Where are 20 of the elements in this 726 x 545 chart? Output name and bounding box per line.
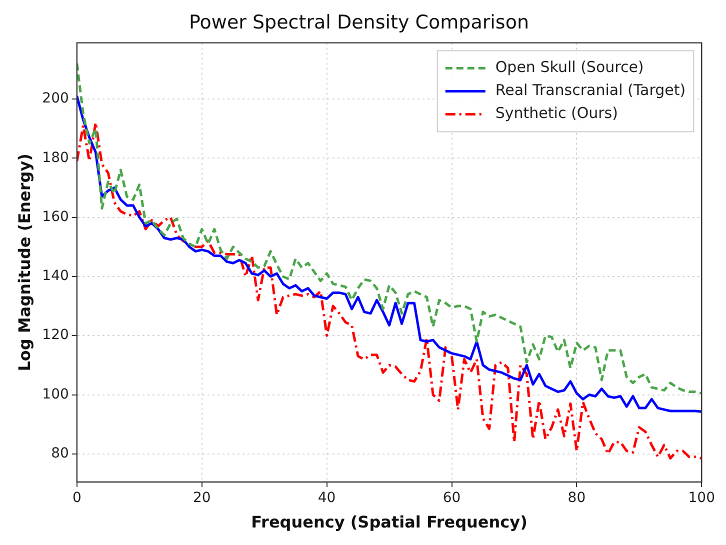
x-tick-label: 60: [442, 490, 461, 506]
x-tick-label: 80: [568, 490, 586, 506]
y-tick-label: 180: [42, 150, 69, 166]
y-tick-label: 120: [42, 327, 69, 344]
chart-title: Power Spectral Density Comparison: [189, 11, 529, 34]
legend-label: Open Skull (Source): [495, 58, 644, 76]
line-series: [76, 121, 702, 460]
y-tick-label: 140: [42, 268, 69, 284]
x-tick-label: 20: [192, 490, 211, 506]
x-tick-label: 100: [688, 490, 716, 506]
x-tick-label: 0: [72, 490, 82, 506]
x-axis-title: Frequency (Spatial Frequency): [251, 512, 528, 532]
y-tick-label: 200: [42, 90, 69, 107]
y-axis-title: Log Magnitude (Energy): [14, 154, 34, 372]
y-tick-label: 80: [51, 446, 69, 462]
y-tick-label: 100: [42, 386, 69, 402]
legend-label: Real Transcranial (Target): [495, 81, 686, 100]
x-tick-label: 40: [318, 490, 336, 506]
y-tick-label: 160: [42, 208, 69, 225]
legend-label: Synthetic (Ours): [495, 104, 618, 122]
